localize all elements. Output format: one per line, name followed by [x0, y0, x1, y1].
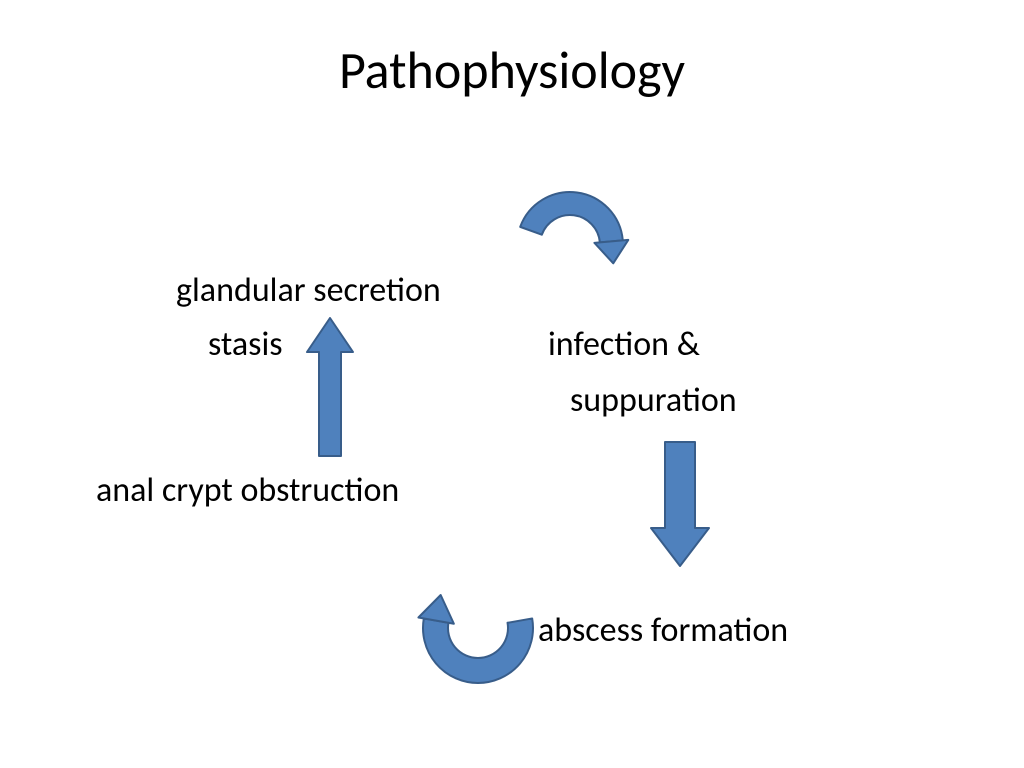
arrow-bottom-curve-icon — [0, 0, 1024, 768]
